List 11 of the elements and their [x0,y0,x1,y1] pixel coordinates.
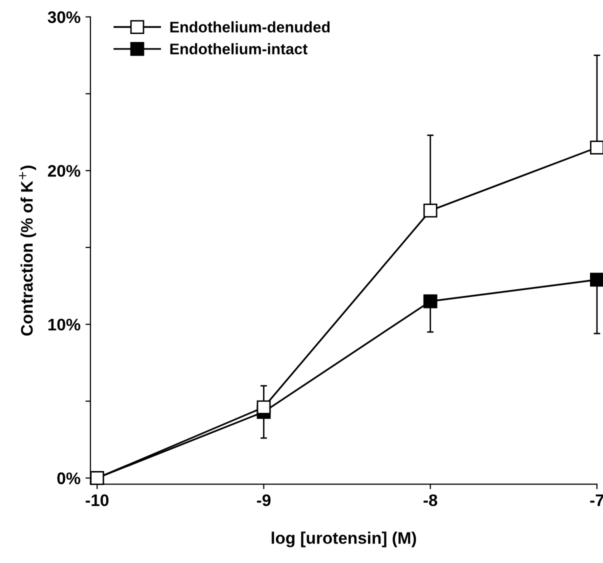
x-tick-label: -8 [424,494,438,506]
legend-label: Endothelium-intact [170,43,308,54]
legend-label: Endothelium-denuded [170,21,330,33]
x-axis-title: log [urotensin] (M) [272,532,416,548]
y-axis-title: Contraction (% of K$^{+}$) [18,166,36,336]
y-tick-label: 0% [57,472,80,484]
y-tick-label: 30% [48,11,80,24]
y-tick-label: 20% [48,165,80,177]
y-tick-label: 10% [48,318,80,331]
x-tick-label: -10 [86,494,108,506]
x-tick-label: -9 [256,494,271,506]
